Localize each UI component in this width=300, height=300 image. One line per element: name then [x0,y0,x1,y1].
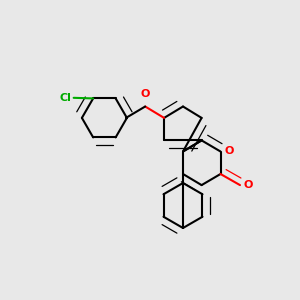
Text: O: O [244,180,253,190]
Text: O: O [224,146,233,157]
Text: O: O [140,89,150,99]
Text: Cl: Cl [59,93,71,103]
